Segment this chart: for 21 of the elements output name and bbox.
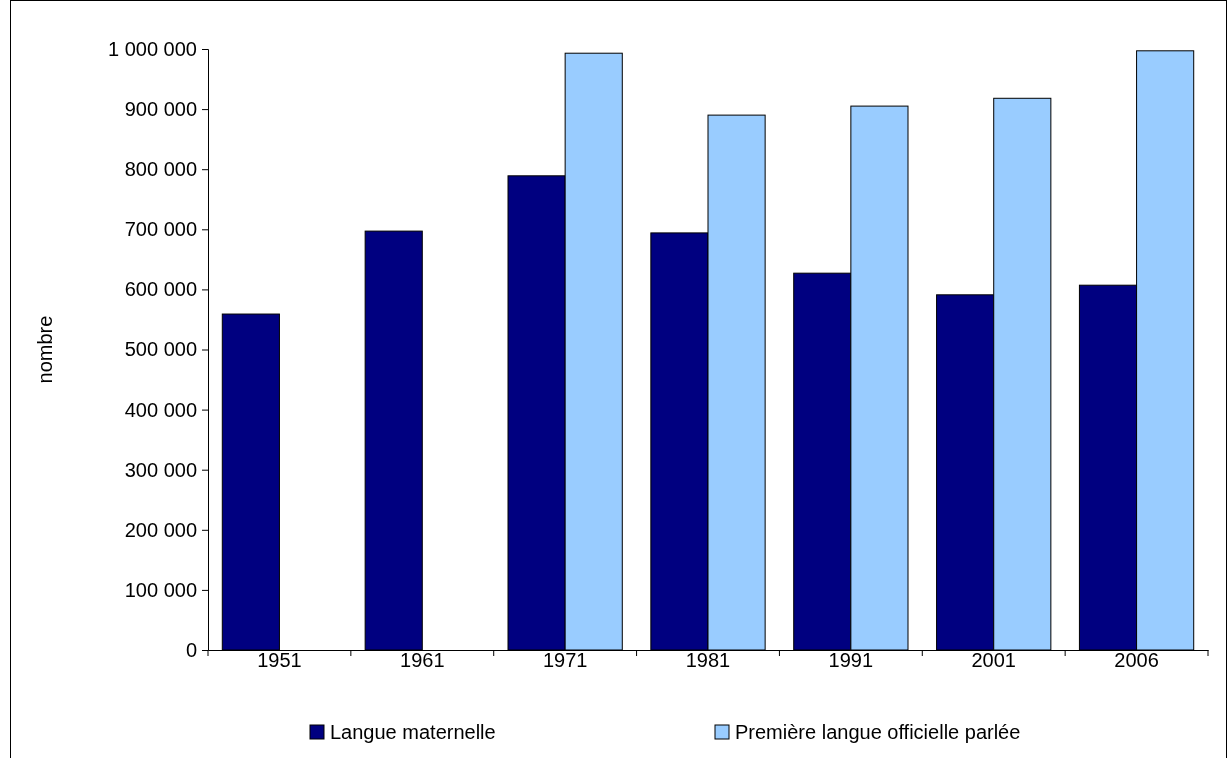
x-tick-label: 1981 <box>685 649 731 671</box>
y-tick-label: 900 000 <box>124 98 197 120</box>
y-tick-label: 1 000 000 <box>108 37 197 60</box>
legend-label: Langue maternelle <box>330 721 496 743</box>
y-tick-label: 0 <box>185 638 197 661</box>
y-tick-label: 500 000 <box>124 338 197 361</box>
x-tick-label: 2001 <box>971 649 1016 671</box>
legend-label: Première langue officielle parlée <box>735 721 1021 743</box>
y-tick-label: 100 000 <box>124 578 197 601</box>
y-tick-label: 200 000 <box>124 518 197 541</box>
x-tick-label: 1961 <box>400 649 445 671</box>
x-tick-label: 1991 <box>828 649 874 671</box>
y-axis-title: nombre <box>34 315 56 384</box>
x-tick-label: 1971 <box>542 649 588 671</box>
y-tick-label: 800 000 <box>124 158 197 181</box>
y-tick-label: 300 000 <box>124 458 197 481</box>
x-tick-label: 1951 <box>257 649 302 671</box>
y-tick-label: 700 000 <box>124 218 197 241</box>
y-tick-label: 400 000 <box>124 398 197 421</box>
y-tick-label: 600 000 <box>124 278 197 301</box>
x-tick-label: 2006 <box>1114 649 1159 671</box>
